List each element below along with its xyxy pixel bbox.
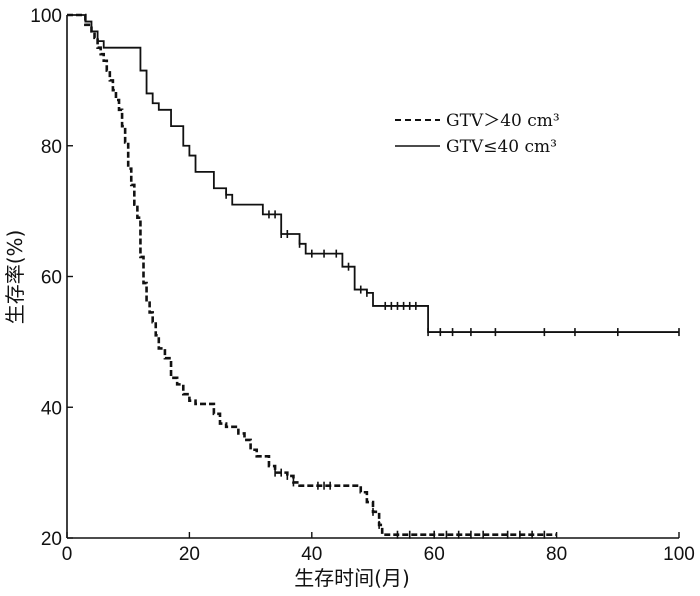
series-line bbox=[67, 14, 679, 333]
x-tick-label: 0 bbox=[62, 544, 73, 565]
series-gtv-large bbox=[67, 13, 557, 539]
x-tick-label: 100 bbox=[663, 544, 695, 565]
x-tick-label: 60 bbox=[424, 544, 445, 565]
series-line bbox=[67, 13, 557, 537]
y-tick-label: 60 bbox=[41, 268, 62, 289]
legend-label-gtv-small: GTV≤40 cm³ bbox=[446, 137, 557, 157]
series-layer bbox=[67, 13, 680, 539]
x-tick-label: 80 bbox=[546, 544, 567, 565]
series-gtv-small bbox=[67, 14, 680, 337]
x-axis-title: 生存时间(月) bbox=[294, 566, 410, 590]
y-tick-label: 80 bbox=[41, 137, 62, 158]
x-tick-label: 20 bbox=[179, 544, 200, 565]
axis-ticks bbox=[66, 14, 680, 539]
y-tick-label: 40 bbox=[41, 398, 62, 419]
axes bbox=[66, 15, 679, 539]
legend-label-gtv-large: GTV＞40 cm³ bbox=[446, 111, 560, 131]
y-tick-label: 100 bbox=[30, 6, 62, 27]
y-axis-title: 生存率(%) bbox=[3, 230, 27, 325]
legend: GTV＞40 cm³ GTV≤40 cm³ bbox=[395, 111, 560, 157]
y-tick-label: 20 bbox=[41, 529, 62, 550]
x-tick-label: 40 bbox=[301, 544, 322, 565]
